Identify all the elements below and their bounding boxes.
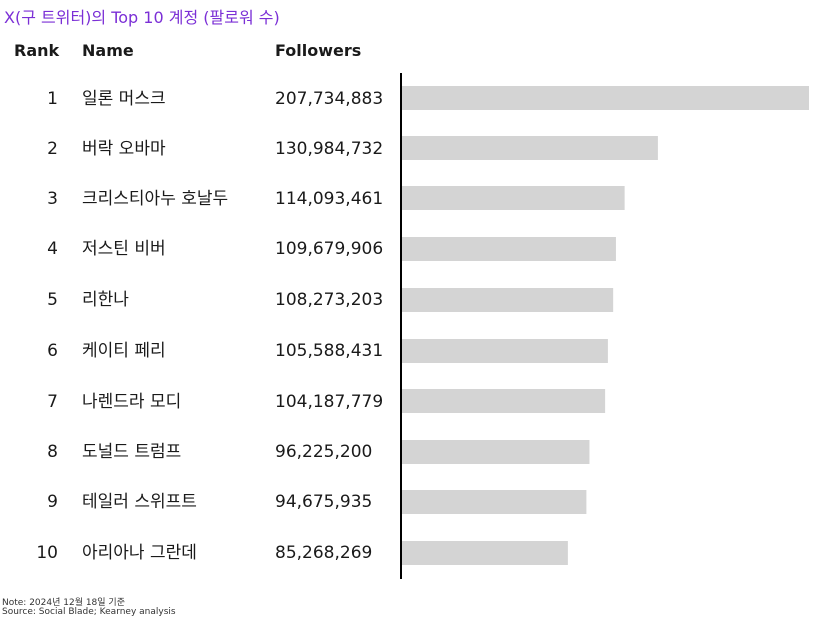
rank-cell: 9 xyxy=(47,492,58,512)
name-column-header: Name xyxy=(82,41,134,60)
name-cell: 테일러 스위프트 xyxy=(82,492,197,512)
name-cell: 아리아나 그란데 xyxy=(82,543,197,563)
table-row: 3 크리스티아누 호날두 114,093,461 xyxy=(0,184,827,214)
table-row: 7 나렌드라 모디 104,187,779 xyxy=(0,387,827,417)
rank-column-header: Rank xyxy=(14,41,60,60)
source-text: Source: Social Blade; Kearney analysis xyxy=(2,607,176,617)
bar-3 xyxy=(400,184,627,212)
bar-6 xyxy=(400,337,610,365)
followers-cell: 104,187,779 xyxy=(275,392,384,412)
followers-cell: 96,225,200 xyxy=(275,442,373,462)
followers-cell: 207,734,883 xyxy=(275,89,384,109)
name-cell: 버락 오바마 xyxy=(82,139,166,159)
table-row: 6 케이티 페리 105,588,431 xyxy=(0,336,827,366)
name-cell: 나렌드라 모디 xyxy=(82,392,182,412)
bar-4 xyxy=(400,235,618,263)
bars-group xyxy=(400,84,811,567)
followers-column-header: Followers xyxy=(275,41,362,60)
table-row: 2 버락 오바마 130,984,732 xyxy=(0,134,827,164)
bar-10 xyxy=(400,539,570,567)
table-row: 4 저스틴 비버 109,679,906 xyxy=(0,234,827,264)
followers-cell: 105,588,431 xyxy=(275,341,384,361)
followers-cell: 130,984,732 xyxy=(275,139,384,159)
bar-5 xyxy=(400,286,616,314)
name-cell: 일론 머스크 xyxy=(82,89,166,109)
followers-cell: 108,273,203 xyxy=(275,290,384,310)
rank-cell: 1 xyxy=(47,89,58,109)
followers-cell: 85,268,269 xyxy=(275,543,373,563)
table-row: 8 도널드 트럼프 96,225,200 xyxy=(0,437,827,467)
followers-cell: 94,675,935 xyxy=(275,492,373,512)
table-row: 1 일론 머스크 207,734,883 xyxy=(0,84,827,114)
table-row: 9 테일러 스위프트 94,675,935 xyxy=(0,487,827,517)
note-text: Note: 2024년 12월 18일 기준 xyxy=(2,598,125,608)
followers-cell: 109,679,906 xyxy=(275,239,384,259)
followers-cell: 114,093,461 xyxy=(275,189,384,209)
rank-cell: 3 xyxy=(47,189,58,209)
chart-title: X(구 트위터)의 Top 10 계정 (팔로워 수) xyxy=(4,8,280,27)
name-cell: 저스틴 비버 xyxy=(82,239,166,259)
rank-cell: 7 xyxy=(47,392,58,412)
bar-2 xyxy=(400,134,660,162)
rank-cell: 5 xyxy=(47,290,58,310)
table-row: 10 아리아나 그란데 85,268,269 xyxy=(0,538,827,568)
bar-9 xyxy=(400,488,589,516)
name-cell: 도널드 트럼프 xyxy=(82,442,182,462)
rank-cell: 8 xyxy=(47,442,58,462)
rank-cell: 6 xyxy=(47,341,58,361)
bar-7 xyxy=(400,387,608,415)
name-cell: 리한나 xyxy=(82,290,129,310)
bar-8 xyxy=(400,438,592,466)
rank-cell: 4 xyxy=(47,239,58,259)
name-cell: 케이티 페리 xyxy=(82,341,166,361)
bar-1 xyxy=(400,84,811,112)
name-cell: 크리스티아누 호날두 xyxy=(82,189,229,209)
rank-cell: 2 xyxy=(47,139,58,159)
rank-cell: 10 xyxy=(36,543,58,563)
table-row: 5 리한나 108,273,203 xyxy=(0,285,827,315)
